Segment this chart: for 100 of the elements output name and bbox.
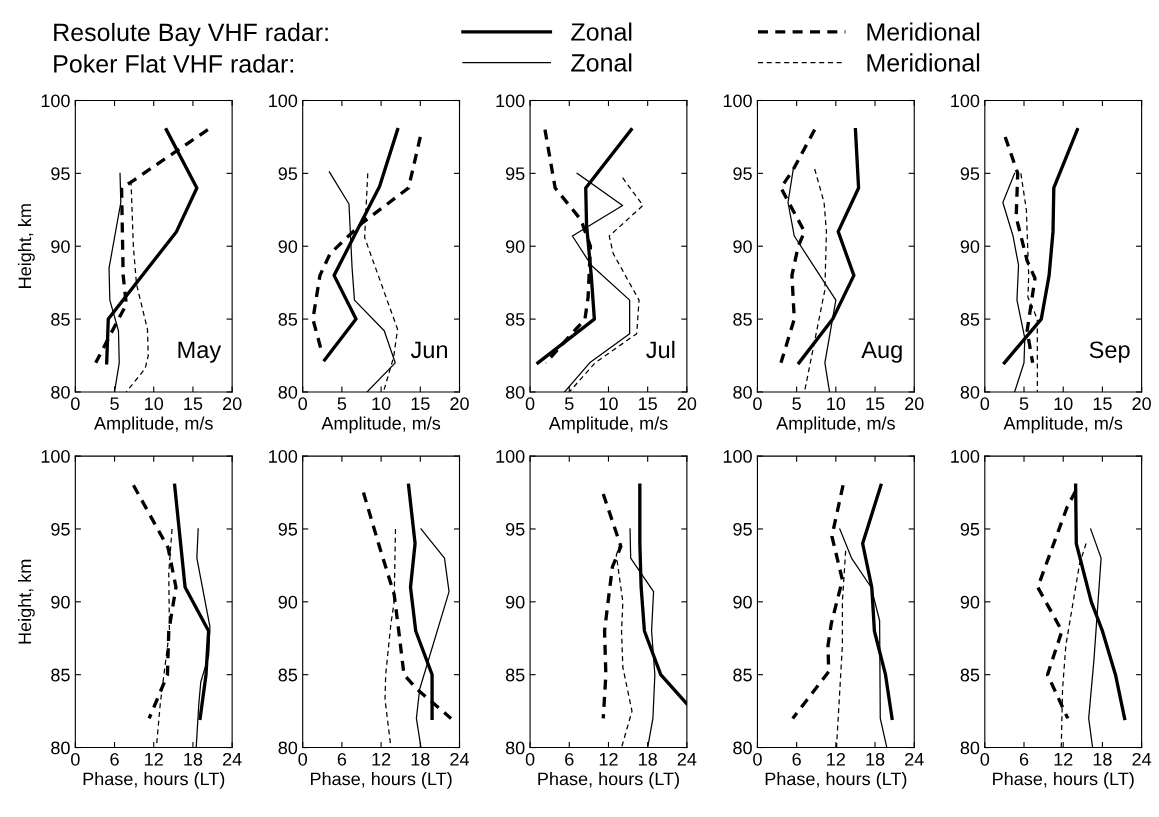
x-tick-label: 0	[980, 752, 990, 766]
y-tick-label: 100	[951, 450, 980, 463]
y-tick-label: 90	[51, 240, 70, 253]
y-tick-label: 90	[505, 595, 525, 609]
y-tick-label: 100	[496, 450, 525, 463]
x-tick-label: 0	[753, 752, 762, 766]
text: Jun	[410, 341, 447, 359]
y-tick-label: 80	[960, 741, 980, 755]
x-tick-label: 15	[411, 397, 430, 411]
x-axis-title: Phase, hours (LT)	[538, 772, 679, 789]
x-tick-label: 18	[1093, 752, 1112, 766]
x-tick-label: 10	[827, 397, 846, 411]
x-tick-label: 6	[1019, 752, 1029, 766]
x-tick-label: 18	[184, 752, 203, 766]
x-tick-label: 6	[337, 752, 347, 766]
x-tick-label: 20	[905, 397, 924, 411]
x-tick-label: 10	[1054, 397, 1073, 411]
y-tick-label: 80	[505, 741, 525, 755]
y-tick-label: 100	[723, 450, 752, 463]
x-tick-label: 0	[298, 397, 308, 411]
x-tick-label: 6	[565, 752, 574, 766]
y-tick-label: 100	[723, 94, 752, 108]
y-tick-label: 95	[733, 522, 752, 536]
y-tick-label: 100	[269, 94, 298, 108]
x-tick-label: 15	[866, 397, 885, 411]
x-tick-label: 6	[110, 752, 119, 766]
y-tick-label: 85	[733, 668, 752, 682]
y-tick-label: 85	[51, 313, 70, 326]
y-tick-label: 90	[505, 240, 525, 253]
x-tick-label: 24	[905, 752, 924, 766]
x-tick-label: 20	[223, 397, 242, 411]
y-tick-label: 95	[51, 522, 70, 536]
y-tick-label: 90	[278, 595, 298, 609]
y-tick-label: 80	[278, 385, 298, 399]
y-tick-label: 90	[51, 595, 70, 609]
x-tick-label: 10	[145, 397, 164, 411]
x-tick-label: 0	[298, 752, 308, 766]
x-axis-title: Amplitude, m/s	[548, 416, 668, 434]
legend-label: Meridional	[867, 22, 980, 41]
text: Jul	[646, 340, 675, 359]
x-tick-label: 20	[450, 397, 469, 411]
x-tick-label: 12	[599, 752, 618, 766]
y-tick-label: 85	[505, 313, 525, 326]
x-tick-label: 12	[1054, 752, 1073, 766]
text: Aug	[861, 341, 902, 363]
x-axis-title: Amplitude, m/s	[321, 416, 441, 434]
x-tick-label: 0	[71, 397, 80, 411]
x-tick-label: 10	[599, 397, 618, 411]
y-tick-label: 100	[496, 94, 525, 108]
x-tick-label: 12	[827, 752, 845, 766]
y-tick-label: 95	[505, 167, 525, 181]
y-tick-label: 95	[960, 167, 980, 181]
x-tick-label: 12	[372, 752, 391, 766]
x-tick-label: 24	[677, 752, 697, 766]
x-tick-label: 20	[1132, 397, 1151, 411]
y-tick-label: 100	[951, 94, 980, 108]
y-tick-label: 85	[51, 668, 70, 682]
y-tick-label: 85	[278, 313, 298, 326]
x-tick-label: 5	[792, 397, 801, 411]
y-tick-label: 95	[505, 522, 525, 536]
x-tick-label: 5	[337, 397, 347, 411]
legend-label: Zonal	[571, 22, 632, 41]
legend-label: Meridional	[867, 53, 980, 72]
y-tick-label: 85	[960, 313, 980, 326]
y-tick-label: 90	[278, 240, 298, 253]
legend-label: Zonal	[571, 53, 632, 72]
y-tick-label: 95	[733, 167, 752, 181]
y-tick-label: 80	[733, 385, 752, 399]
x-axis-title: Amplitude, m/s	[776, 416, 895, 434]
y-tick-label: 80	[278, 741, 298, 755]
x-tick-label: 0	[525, 752, 535, 766]
y-tick-label: 100	[269, 450, 298, 463]
y-tick-label: 85	[505, 668, 525, 682]
x-tick-label: 24	[223, 752, 242, 766]
y-axis-title: Height, km	[17, 559, 35, 644]
y-tick-label: 80	[960, 385, 980, 399]
y-tick-label: 95	[960, 522, 980, 536]
x-tick-label: 15	[184, 397, 203, 411]
x-tick-label: 0	[525, 397, 535, 411]
x-axis-title: Phase, hours (LT)	[311, 772, 452, 789]
x-tick-label: 24	[450, 752, 470, 766]
text: Sep	[1089, 341, 1130, 363]
text: Resolute Bay VHF radar:	[54, 22, 328, 47]
x-axis-title: Phase, hours (LT)	[83, 772, 225, 789]
y-tick-label: 90	[733, 240, 752, 253]
x-tick-label: 20	[677, 397, 697, 411]
y-tick-label: 80	[733, 741, 752, 755]
x-tick-label: 0	[980, 397, 990, 411]
x-tick-label: 5	[1019, 397, 1029, 411]
x-tick-label: 18	[639, 752, 657, 766]
y-tick-label: 85	[960, 668, 980, 682]
x-axis-title: Amplitude, m/s	[94, 416, 213, 434]
x-axis-title: Amplitude, m/s	[1003, 416, 1123, 434]
y-tick-label: 90	[960, 595, 980, 609]
y-tick-label: 100	[41, 94, 70, 108]
x-tick-label: 18	[411, 752, 430, 766]
text: Poker Flat VHF radar:	[54, 54, 293, 73]
y-tick-label: 80	[51, 741, 70, 755]
y-tick-label: 85	[278, 668, 298, 682]
y-tick-label: 80	[505, 385, 525, 399]
